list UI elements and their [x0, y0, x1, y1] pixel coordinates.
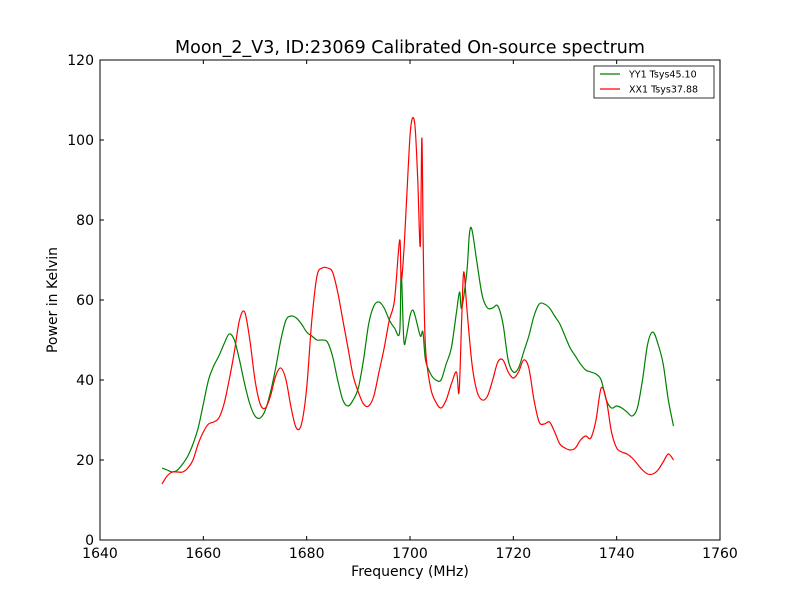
legend-label-xx1: XX1 Tsys37.88 — [629, 85, 698, 96]
y-tick-label: 80 — [76, 213, 94, 229]
legend-box — [593, 65, 715, 99]
series-line-xx1 — [161, 116, 674, 485]
y-axis-title: Power in Kelvin — [45, 247, 61, 353]
series-layer — [161, 116, 675, 485]
plot-area: 1640 1660 1680 1700 1720 1740 1760 0 20 40 60 80 10… — [67, 53, 738, 562]
y-tick-label: 100 — [67, 133, 94, 149]
y-tick-label: 0 — [85, 533, 94, 549]
x-tick-label: 1680 — [289, 546, 325, 562]
x-tick-label: 1740 — [599, 546, 635, 562]
x-axis-title: Frequency (MHz) — [351, 564, 469, 580]
x-tick-label: 1760 — [702, 546, 738, 562]
series-line-yy1 — [161, 226, 675, 473]
y-axis: 0 20 40 60 80 100 120 — [67, 53, 720, 549]
y-tick-label: 60 — [76, 293, 94, 309]
y-tick-label: 40 — [76, 373, 94, 389]
x-tick-label: 1640 — [82, 546, 118, 562]
y-tick-label: 20 — [76, 453, 94, 469]
legend-label-yy1: YY1 Tsys45.10 — [628, 70, 697, 81]
x-tick-label: 1720 — [496, 546, 532, 562]
x-tick-label: 1700 — [392, 546, 428, 562]
chart-title: Moon_2_V3, ID:23069 Calibrated On-source… — [175, 38, 645, 58]
y-tick-label: 120 — [67, 53, 94, 69]
x-axis: 1640 1660 1680 1700 1720 1740 1760 — [82, 60, 738, 562]
legend: YY1 Tsys45.10 XX1 Tsys37.88 — [593, 65, 715, 99]
x-tick-label: 1660 — [186, 546, 222, 562]
